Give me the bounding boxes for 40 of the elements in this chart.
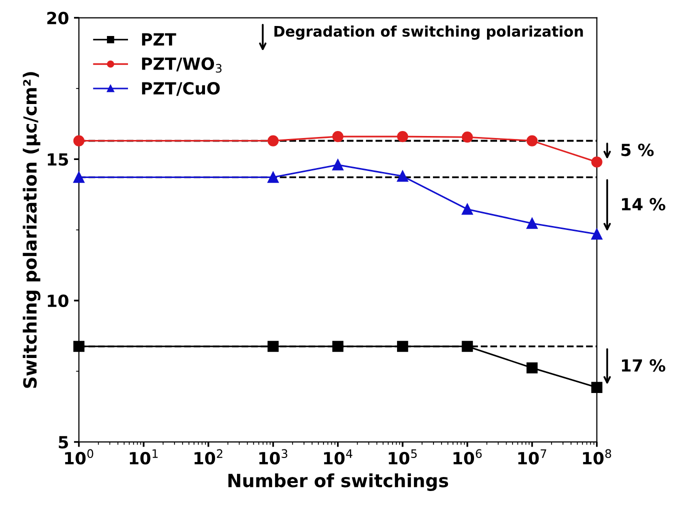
point bbox=[462, 204, 473, 215]
point bbox=[526, 218, 538, 229]
x-tick-label: 10$^{2}$ bbox=[194, 449, 222, 464]
point bbox=[397, 130, 408, 142]
text: 14 % bbox=[622, 198, 666, 211]
y-tick-label: 10 bbox=[48, 294, 68, 308]
y-axis-title: Switching polarization (μc/cm²) bbox=[22, 72, 40, 388]
y-tick-label: 20 bbox=[47, 12, 68, 24]
text: 5 % bbox=[621, 144, 654, 156]
x-tick-label: 10$^{6}$ bbox=[454, 449, 482, 464]
point bbox=[591, 228, 602, 240]
x-tick-label: 10$^{0}$ bbox=[65, 449, 94, 464]
annotation: Degradation of switching polarization bbox=[274, 26, 583, 40]
point bbox=[268, 135, 279, 146]
point bbox=[268, 172, 279, 183]
x-axis-title: Number of switchings bbox=[228, 473, 448, 491]
point bbox=[526, 135, 538, 146]
legend-label: PZT bbox=[142, 33, 176, 46]
point bbox=[462, 132, 473, 143]
point bbox=[591, 382, 602, 393]
x-tick-label: 10$^{7}$ bbox=[518, 449, 546, 464]
point bbox=[526, 362, 538, 374]
x-tick-label: 10$^{8}$ bbox=[583, 449, 612, 464]
point bbox=[332, 340, 344, 352]
point bbox=[332, 159, 344, 170]
point bbox=[462, 340, 473, 352]
legend-label: PZT/CuO bbox=[142, 82, 220, 96]
point bbox=[397, 340, 408, 352]
x-tick-label: 10$^{5}$ bbox=[388, 449, 417, 464]
x-tick-label: 10$^{3}$ bbox=[259, 449, 288, 464]
point bbox=[268, 340, 279, 352]
point bbox=[332, 130, 344, 142]
x-tick-label: 10$^{1}$ bbox=[130, 449, 158, 464]
y-tick-label: 5 bbox=[58, 436, 68, 449]
point bbox=[591, 156, 602, 168]
point bbox=[397, 170, 408, 182]
text: 17 % bbox=[622, 359, 666, 372]
legend-label: PZT/WO$_{3}$ bbox=[142, 57, 222, 73]
y-tick-label: 15 bbox=[48, 153, 68, 166]
x-tick-label: 10$^{4}$ bbox=[324, 449, 352, 464]
